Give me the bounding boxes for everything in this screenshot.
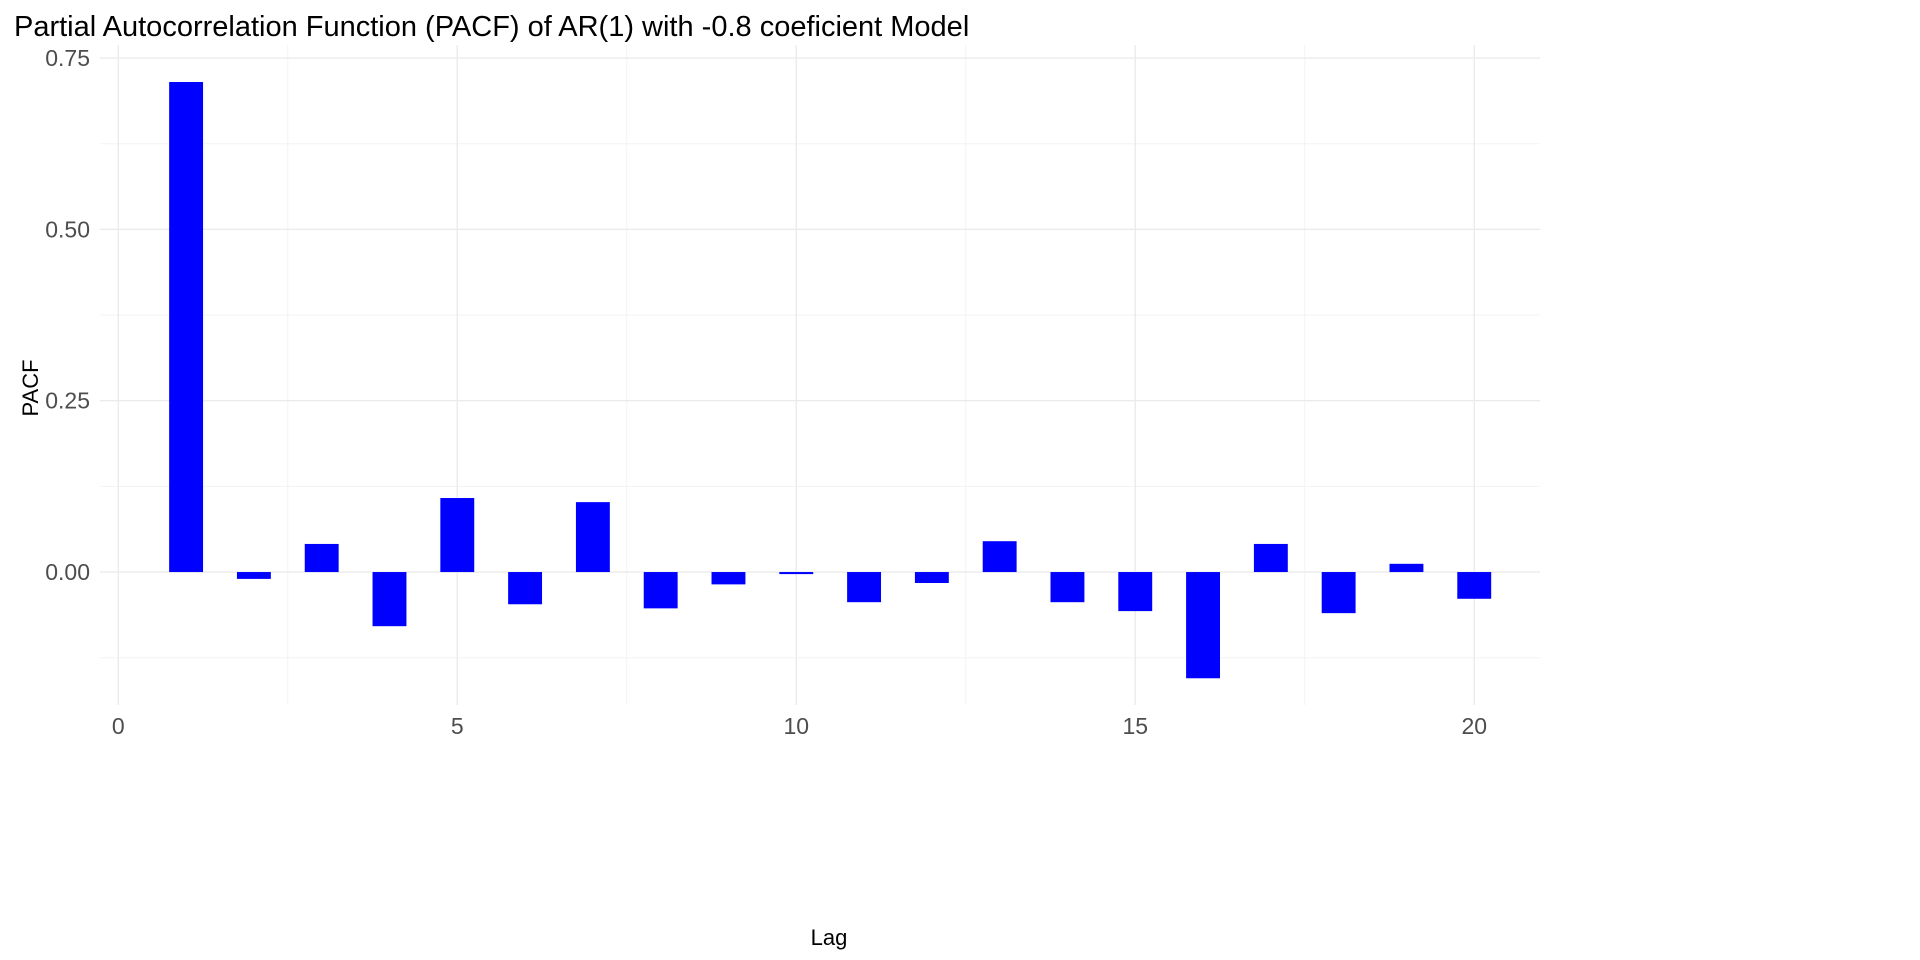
bar-lag-3 [304,543,339,573]
bar-lag-10 [779,572,814,575]
y-axis-label: PACF [18,359,43,416]
y-tick-label: 0.00 [45,559,90,585]
x-tick-label: 15 [1122,713,1148,739]
bar-lag-1 [169,82,204,573]
bar-lag-20 [1457,572,1492,599]
tick-labels: 0.00 0.25 0.50 0.75 0 5 10 15 20 [45,45,1487,739]
x-axis-label: Lag [811,925,848,950]
bar-lag-4 [372,572,407,627]
bar-lag-5 [440,498,475,573]
grid [100,45,1540,705]
bar-lag-8 [643,572,678,609]
bar-lag-17 [1253,543,1288,573]
y-tick-label: 0.50 [45,216,90,242]
bar-lag-11 [847,572,882,603]
chart-title: Partial Autocorrelation Function (PACF) … [14,11,969,43]
x-tick-label: 10 [783,713,809,739]
bar-lag-13 [982,541,1017,573]
bar-lag-15 [1118,572,1153,612]
x-tick-label: 0 [112,713,125,739]
x-tick-label: 20 [1461,713,1487,739]
bar-lag-7 [575,502,610,573]
bar-lag-2 [236,572,271,579]
bar-lag-12 [914,572,949,584]
bar-lag-9 [711,572,746,585]
bars [169,82,1492,679]
bar-lag-19 [1389,563,1424,573]
bar-lag-18 [1321,572,1356,614]
y-tick-label: 0.75 [45,45,90,71]
bar-lag-6 [508,572,543,605]
bar-lag-16 [1186,572,1220,679]
bar-lag-14 [1050,572,1085,603]
x-tick-label: 5 [451,713,464,739]
y-tick-label: 0.25 [45,388,90,414]
